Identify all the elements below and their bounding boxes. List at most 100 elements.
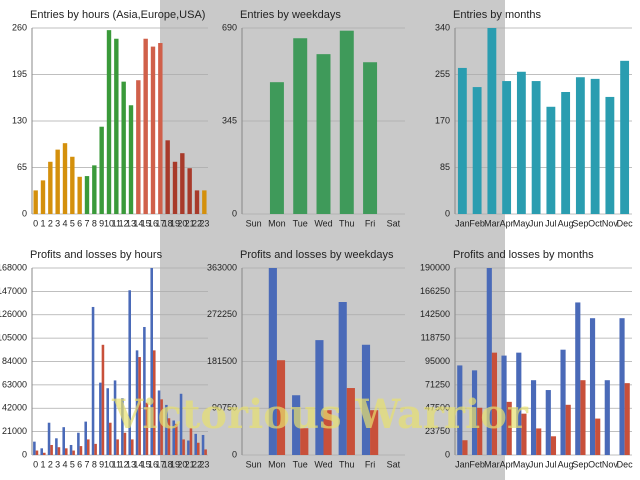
bar: [457, 67, 467, 214]
x-tick-label: 14: [133, 218, 143, 228]
bar: [624, 383, 630, 455]
y-tick-label: 690: [222, 22, 237, 32]
x-tick-label: 17: [155, 218, 165, 228]
bar: [109, 422, 112, 455]
x-tick-label: Apr: [500, 218, 514, 228]
bar: [40, 180, 46, 214]
bar: [457, 365, 463, 455]
x-tick-label: 18: [163, 459, 173, 469]
bar: [165, 140, 170, 214]
bar: [187, 168, 192, 214]
y-tick-label: 71250: [425, 379, 450, 389]
x-tick-label: 0: [33, 459, 38, 469]
bar: [346, 388, 355, 455]
bar: [99, 126, 104, 214]
bar: [462, 440, 468, 455]
x-tick-label: 4: [62, 218, 67, 228]
bar: [194, 190, 200, 214]
bar: [323, 410, 332, 455]
bar: [160, 399, 163, 455]
bar: [300, 428, 309, 455]
bar: [84, 421, 87, 455]
bar: [40, 448, 43, 455]
x-tick-label: 23: [199, 218, 209, 228]
bar: [69, 444, 73, 455]
bar: [486, 268, 492, 455]
bar: [187, 440, 190, 455]
bar: [189, 428, 193, 455]
x-tick-label: 15: [141, 218, 151, 228]
x-tick-label: 15: [141, 459, 151, 469]
x-tick-label: Mar: [484, 218, 500, 228]
x-tick-label: 13: [126, 218, 136, 228]
bar: [33, 441, 36, 455]
x-tick-label: Dec: [617, 218, 634, 228]
x-tick-label: 22: [192, 218, 202, 228]
x-tick-label: 9: [99, 459, 104, 469]
bar: [55, 149, 60, 214]
x-tick-label: 19: [170, 459, 180, 469]
y-tick-label: 0: [445, 208, 450, 218]
x-tick-label: 4: [62, 459, 67, 469]
x-tick-label: 16: [148, 218, 158, 228]
bar: [201, 434, 205, 455]
chart-title: Profits and losses by weekdays: [240, 249, 394, 261]
bar: [338, 302, 347, 455]
x-tick-label: Feb: [469, 218, 485, 228]
x-tick-label: Sep: [572, 218, 588, 228]
x-tick-label: Wed: [314, 218, 332, 228]
bar: [43, 452, 46, 455]
x-tick-label: 7: [84, 459, 89, 469]
bar: [472, 87, 482, 214]
bar: [575, 302, 581, 455]
y-tick-label: 181500: [207, 356, 237, 366]
bar: [143, 326, 146, 455]
x-tick-label: 16: [148, 459, 158, 469]
bar: [157, 390, 161, 455]
bar: [204, 449, 207, 455]
y-tick-label: 0: [22, 449, 27, 459]
y-tick-label: 195: [12, 69, 27, 79]
x-tick-label: Jul: [545, 218, 557, 228]
bar: [121, 398, 124, 455]
x-tick-label: Oct: [588, 459, 603, 469]
bar: [65, 448, 68, 455]
x-tick-label: Jan: [455, 218, 470, 228]
bar: [605, 96, 615, 214]
y-tick-label: 21000: [2, 426, 27, 436]
bar: [580, 380, 586, 455]
bar: [561, 92, 571, 214]
x-tick-label: 17: [155, 459, 165, 469]
bar: [48, 161, 53, 214]
bar: [521, 413, 527, 455]
bar: [179, 393, 183, 455]
x-tick-label: Oct: [588, 218, 603, 228]
bar: [94, 443, 97, 455]
x-tick-label: 8: [92, 459, 97, 469]
watermark: Victorious Warrior: [111, 391, 529, 438]
bar: [99, 382, 102, 455]
y-tick-label: 147000: [0, 286, 27, 296]
x-tick-label: 3: [55, 459, 60, 469]
x-tick-label: 6: [77, 218, 82, 228]
bar: [501, 355, 507, 455]
x-tick-label: Fri: [365, 218, 376, 228]
x-tick-label: 18: [163, 218, 173, 228]
y-tick-label: 126000: [0, 309, 27, 319]
y-tick-label: 0: [232, 449, 237, 459]
bar: [77, 432, 80, 455]
x-tick-label: 9: [99, 218, 104, 228]
bar: [87, 439, 90, 455]
x-tick-label: 11: [112, 459, 121, 469]
chart-title: Entries by hours (Asia,Europe,USA): [30, 9, 205, 21]
x-tick-label: Jul: [545, 459, 557, 469]
x-tick-label: Jun: [529, 459, 544, 469]
bar: [79, 446, 83, 455]
bar: [123, 432, 127, 455]
y-tick-label: 95000: [425, 356, 450, 366]
x-tick-label: 20: [177, 459, 187, 469]
y-tick-label: 47500: [425, 403, 450, 413]
bar: [55, 438, 58, 455]
bar: [516, 71, 526, 214]
